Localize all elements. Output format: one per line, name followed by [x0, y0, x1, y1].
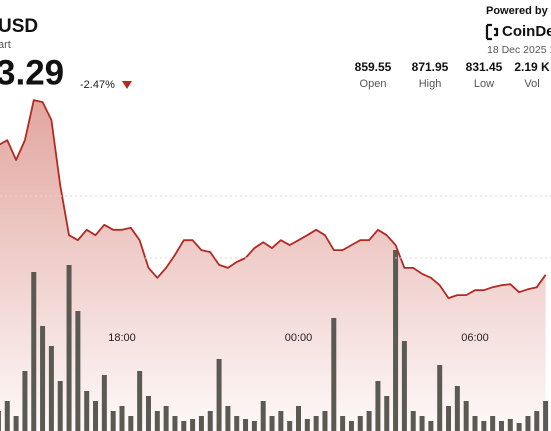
volume-bar — [207, 411, 213, 431]
volume-bar — [181, 421, 187, 431]
volume-bar — [13, 416, 19, 431]
stat-value: 2.19 K — [514, 60, 550, 74]
down-arrow — [122, 81, 132, 89]
logo-icon — [485, 23, 499, 41]
price: 3.29 — [0, 53, 64, 92]
volume-bar — [340, 416, 346, 431]
stat-label: Vol — [524, 78, 539, 90]
price-line — [0, 99, 547, 299]
volume-bar — [198, 416, 204, 431]
volume-bar — [384, 396, 390, 431]
volume-bar — [57, 381, 63, 431]
volume-bar — [419, 416, 425, 431]
x-tick-label: 18:00 — [108, 332, 136, 344]
volume-bar — [498, 421, 504, 431]
volume-bar — [375, 381, 381, 431]
volume-bar — [190, 419, 196, 431]
volume-bar — [110, 411, 116, 431]
volume-bar — [507, 419, 513, 431]
stat-value: 831.45 — [466, 60, 503, 74]
volume-bar — [278, 411, 284, 431]
symbol: USD — [0, 16, 38, 37]
volume-bar — [216, 359, 222, 431]
volume-bar — [401, 341, 407, 431]
volume-bar — [66, 265, 72, 431]
change: -2.47% — [80, 79, 115, 91]
volume-bar — [234, 416, 240, 431]
volume-bar — [366, 411, 372, 431]
volume-bar — [393, 250, 399, 431]
volume-bar — [428, 421, 434, 431]
volume-bar — [93, 401, 99, 431]
volume-bar — [172, 416, 178, 431]
volume-bar — [225, 406, 231, 431]
date: 18 Dec 2025 1 — [487, 44, 551, 56]
stat-label: High — [419, 78, 442, 90]
stat-label: Open — [360, 78, 387, 90]
volume-bar — [287, 421, 293, 431]
price-area — [0, 100, 546, 431]
volume-bar — [163, 406, 169, 431]
volume-bar — [304, 419, 310, 431]
x-tick-label: 00:00 — [285, 332, 313, 344]
volume-bar — [101, 375, 107, 431]
volume-bar — [119, 406, 125, 431]
stat-value: 871.95 — [412, 60, 449, 74]
volume-bar — [543, 401, 549, 431]
volume-bar — [516, 423, 522, 431]
volume-bar — [128, 416, 134, 431]
volume-bar — [269, 416, 275, 431]
volume-bar — [145, 396, 151, 431]
volume-bar — [40, 326, 46, 431]
plot: 18:00 00:00 06:00 — [0, 99, 549, 431]
volume-bar — [357, 416, 363, 431]
powered-by: Powered by — [486, 5, 549, 17]
volume-bar — [251, 421, 257, 431]
volume-bar — [137, 371, 143, 431]
volume-bar — [260, 401, 266, 431]
volume-bar — [313, 416, 319, 431]
logo-text: CoinDe — [502, 23, 551, 40]
volume-bar — [525, 416, 531, 431]
volume-bar — [454, 386, 460, 431]
volume-bar — [348, 421, 354, 431]
stats: 859.55 Open 871.95 High 831.45 Low 2.19 K Vol — [355, 60, 550, 90]
volume-bar — [31, 272, 37, 431]
volume-bar — [322, 411, 328, 431]
stat-value: 859.55 — [355, 60, 392, 74]
volume-bar — [4, 401, 10, 431]
volume-bar — [437, 365, 443, 431]
volume-bar — [490, 416, 496, 431]
volume-bar — [296, 406, 301, 431]
volume-bar — [0, 411, 1, 431]
volume-bar — [410, 411, 416, 431]
volume-bar — [534, 411, 540, 431]
stat-label: Low — [474, 78, 494, 90]
volume-bar — [22, 371, 28, 431]
x-tick-label: 06:00 — [461, 332, 489, 344]
volume-bar — [154, 411, 160, 431]
volume-bar — [75, 311, 81, 431]
volume-bar — [472, 416, 478, 431]
volume-bar — [446, 406, 452, 431]
subtitle: art — [0, 39, 11, 51]
volume-bar — [331, 318, 337, 431]
volume-bar — [481, 421, 487, 431]
volume-bar — [243, 419, 249, 431]
volume-bar — [84, 391, 90, 431]
logo: CoinDe — [485, 23, 551, 41]
volume-bar — [463, 401, 469, 431]
volume-bar — [48, 346, 54, 431]
